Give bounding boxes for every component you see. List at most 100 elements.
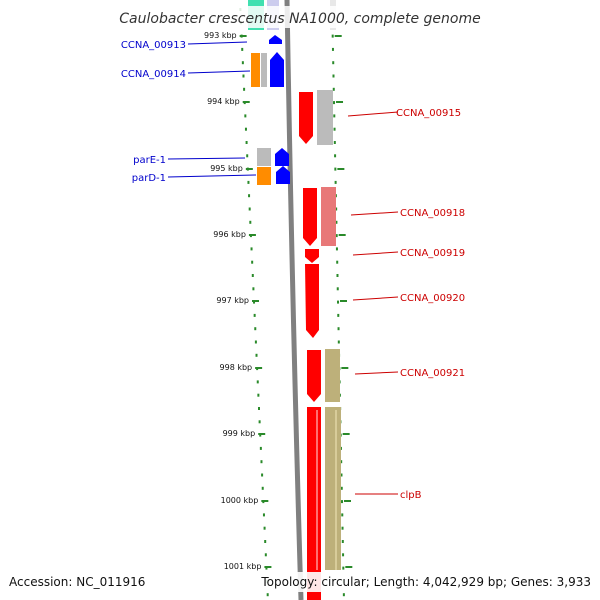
tick-dot — [248, 194, 251, 198]
tick-dot — [342, 593, 345, 597]
tick-dot — [335, 220, 338, 224]
gene-label[interactable]: parE-1 — [133, 155, 166, 166]
orange-feature — [257, 167, 271, 185]
tick-dot — [337, 300, 340, 304]
tick-dot — [257, 393, 260, 397]
tick-dot — [337, 327, 340, 331]
tick-dot — [258, 420, 261, 424]
genome-summary: Topology: circular; Length: 4,042,929 bp… — [260, 575, 591, 589]
major-tick — [340, 300, 347, 302]
tick-dot — [333, 114, 336, 118]
gene-label[interactable]: CCNA_00920 — [400, 293, 465, 304]
forward-gene-feature — [307, 350, 321, 402]
tick-dot — [334, 167, 337, 171]
label-leader-line — [354, 371, 399, 375]
major-tick — [336, 101, 344, 103]
tick-dot — [336, 274, 339, 277]
tick-dot — [340, 486, 343, 490]
tick-dot — [263, 526, 266, 530]
title-background — [118, 6, 480, 28]
major-tick — [342, 433, 350, 435]
tick-dot — [342, 566, 345, 570]
tick-dot — [333, 101, 336, 105]
tick-dot — [259, 446, 262, 450]
tick-dot — [264, 553, 267, 557]
label-leader-line — [167, 174, 257, 178]
tick-dot — [248, 207, 251, 211]
reverse-gene-feature — [276, 166, 290, 184]
tick-dot — [254, 327, 257, 331]
reverse-gene-feature — [270, 52, 284, 87]
khaki-feature — [325, 407, 341, 570]
forward-gene-feature — [305, 264, 319, 338]
tick-dot — [265, 566, 268, 570]
gene-label[interactable]: CCNA_00913 — [121, 40, 186, 51]
major-tick — [334, 35, 342, 37]
tick-dot — [264, 540, 267, 543]
tick-dot — [332, 87, 335, 91]
major-tick — [248, 234, 256, 236]
tick-dot — [332, 74, 335, 78]
gene-label[interactable]: CCNA_00915 — [396, 108, 461, 119]
tick-label: 1000 kbp — [221, 496, 259, 505]
tick-dot — [245, 141, 248, 144]
light-forward-feature — [321, 187, 336, 246]
forward-gene-feature — [307, 407, 321, 600]
label-leader-line — [187, 41, 248, 45]
tick-label: 998 kbp — [220, 363, 253, 372]
major-tick — [341, 367, 349, 369]
tick-dot — [256, 380, 259, 384]
tick-label: 999 kbp — [223, 429, 256, 438]
gene-label[interactable]: parD-1 — [132, 173, 166, 184]
forward-gene-feature — [299, 92, 313, 144]
tick-dot — [335, 247, 338, 251]
tick-label: 994 kbp — [207, 97, 240, 106]
gray-feature — [257, 148, 271, 166]
tick-dot — [341, 526, 344, 530]
gene-label[interactable]: CCNA_00919 — [400, 248, 465, 259]
gene-label[interactable]: clpB — [400, 490, 422, 501]
gene-label[interactable]: CCNA_00914 — [121, 69, 186, 80]
tick-dot — [334, 154, 337, 158]
label-leader-line — [167, 157, 246, 160]
tick-dot — [334, 180, 337, 184]
major-tick — [261, 500, 269, 502]
tick-dot — [250, 247, 253, 251]
major-tick — [344, 500, 351, 502]
gene-label[interactable]: CCNA_00918 — [400, 208, 465, 219]
tick-dot — [255, 353, 258, 357]
tick-dot — [335, 234, 338, 238]
major-tick — [345, 566, 353, 568]
footer-background — [0, 572, 600, 592]
gene-label[interactable]: CCNA_00921 — [400, 368, 465, 379]
major-tick — [252, 300, 259, 302]
reverse-gene-feature — [275, 148, 289, 166]
label-leader-line — [352, 296, 399, 301]
gene-highlight — [335, 410, 337, 570]
tick-label: 997 kbp — [216, 296, 249, 305]
tick-dot — [262, 513, 265, 517]
tick-dot — [247, 180, 250, 184]
tick-dot — [332, 61, 335, 65]
page-title: Caulobacter crescentus NA1000, complete … — [119, 11, 480, 27]
left-gene-labels: CCNA_00913 CCNA_00914 parE-1 parD-1 — [121, 40, 257, 184]
tick-dot — [241, 47, 244, 51]
tick-dot — [253, 313, 256, 317]
major-tick — [264, 566, 272, 568]
tick-dot — [253, 300, 256, 304]
genome-backbone — [284, 0, 304, 600]
tick-dot — [251, 260, 254, 264]
tick-dot — [243, 87, 246, 91]
gray-feature — [317, 90, 333, 145]
forward-gene-feature — [305, 249, 319, 263]
tick-dot — [251, 274, 254, 277]
tick-label: 995 kbp — [210, 164, 243, 173]
tick-dot — [261, 473, 264, 477]
reverse-gene-feature — [269, 35, 282, 44]
gene-highlight — [316, 410, 318, 570]
label-leader-line — [352, 251, 399, 256]
major-tick — [245, 168, 253, 170]
tick-dot — [244, 127, 247, 131]
orange-feature — [251, 53, 260, 87]
